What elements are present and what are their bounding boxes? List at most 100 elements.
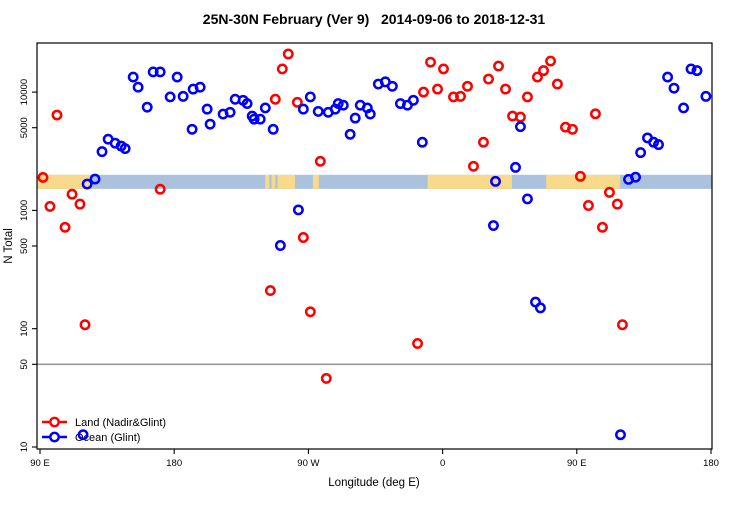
x-tick-label: 180: [703, 458, 719, 469]
data-point-land: [59, 221, 71, 233]
data-point-land: [74, 198, 86, 210]
data-point-ocean: [407, 94, 419, 106]
data-point-land: [604, 186, 615, 198]
y-tick-label: 50: [19, 359, 30, 370]
map-band-ocean: [37, 174, 712, 189]
data-point-ocean: [662, 71, 674, 83]
data-point-land: [425, 56, 436, 68]
data-point-land: [531, 71, 543, 83]
map-band-land: [265, 174, 270, 189]
data-point-land: [538, 65, 549, 77]
data-point-ocean: [89, 173, 101, 185]
data-point-land: [448, 91, 459, 103]
x-tick-label: 90 E: [30, 458, 50, 469]
map-band-land: [427, 174, 512, 189]
data-point-land: [616, 319, 628, 331]
data-point-land: [51, 109, 63, 121]
data-point-ocean: [186, 123, 198, 135]
data-point-ocean: [349, 112, 361, 124]
data-point-ocean: [534, 302, 546, 314]
legend-label: Ocean (Glint): [75, 432, 140, 444]
data-point-land: [545, 55, 557, 67]
data-point-land: [611, 198, 623, 210]
map-band-land: [277, 174, 295, 189]
y-tick-label: 1000: [19, 200, 30, 221]
y-tick-label: 100: [19, 321, 30, 337]
plot-box: [36, 42, 713, 450]
data-point-land: [264, 285, 276, 297]
legend-marker-circle: [49, 416, 60, 428]
data-point-land: [291, 96, 303, 108]
data-point-land: [551, 78, 563, 90]
data-point-land: [455, 90, 466, 102]
y-tick-label: 10: [19, 442, 30, 453]
data-point-ocean: [201, 103, 213, 115]
data-point-ocean: [119, 143, 131, 155]
map-band-land: [271, 174, 276, 189]
x-tick-label: 0: [440, 458, 445, 469]
data-point-ocean: [514, 121, 526, 133]
data-point-ocean: [685, 63, 697, 75]
data-point-ocean: [259, 102, 271, 114]
data-point-ocean: [204, 118, 216, 130]
data-point-land: [493, 60, 504, 72]
data-point-ocean: [177, 90, 189, 102]
legend-label: Land (Nadir&Glint): [75, 417, 166, 429]
x-tick-label: 180: [166, 458, 182, 469]
data-point-land: [432, 83, 443, 95]
data-point-ocean: [487, 220, 499, 231]
data-point-land: [500, 83, 511, 95]
data-point-ocean: [96, 146, 108, 158]
data-point-ocean: [653, 139, 664, 151]
data-point-ocean: [141, 101, 153, 113]
data-point-ocean: [386, 80, 398, 92]
data-point-ocean: [635, 147, 647, 159]
data-point-land: [269, 93, 281, 105]
data-point-ocean: [77, 429, 89, 441]
data-point-land: [276, 63, 288, 75]
plot-area: 90 E 180 90 W 0 90 E 180 10 50 100 500 1000 5000 100…: [19, 42, 719, 469]
data-point-land: [438, 63, 449, 75]
data-point-ocean: [344, 128, 356, 140]
data-point-land: [282, 48, 294, 60]
data-point-ocean: [132, 81, 144, 93]
data-point-land: [418, 86, 429, 98]
data-point-ocean: [304, 91, 316, 103]
data-point-land: [304, 306, 316, 318]
data-point-ocean: [248, 113, 260, 125]
data-point-ocean: [490, 175, 501, 187]
data-point-land: [589, 108, 601, 120]
data-point-ocean: [147, 66, 159, 78]
data-point-ocean: [127, 71, 139, 83]
data-point-land: [468, 160, 479, 172]
data-point-land: [478, 136, 489, 148]
data-point-ocean: [267, 123, 279, 135]
data-point-land: [297, 232, 309, 243]
data-point-ocean: [224, 106, 236, 118]
data-point-ocean: [241, 98, 253, 110]
data-point-ocean: [678, 102, 690, 114]
x-tick-label: 90 E: [567, 458, 587, 469]
data-point-ocean: [312, 105, 324, 117]
data-point-land: [521, 91, 533, 103]
data-point-land: [314, 155, 326, 167]
data-point-ocean: [292, 204, 304, 216]
data-point-ocean: [615, 429, 626, 441]
data-point-ocean: [81, 178, 93, 190]
data-point-ocean: [254, 113, 266, 125]
data-point-ocean: [510, 161, 521, 173]
data-point-ocean: [332, 98, 344, 110]
data-point-land: [582, 200, 594, 211]
chart-title: 25N-30N February (Ver 9) 2014-09-06 to 2…: [203, 11, 546, 27]
data-point-ocean: [700, 90, 712, 102]
data-point-land: [483, 73, 494, 85]
data-point-land: [412, 338, 423, 349]
data-point-ocean: [416, 136, 428, 148]
data-point-land: [79, 319, 91, 331]
data-point-land: [66, 188, 78, 200]
y-tick-label: 500: [19, 238, 30, 254]
data-point-land: [154, 183, 166, 195]
data-point-ocean: [364, 108, 376, 120]
